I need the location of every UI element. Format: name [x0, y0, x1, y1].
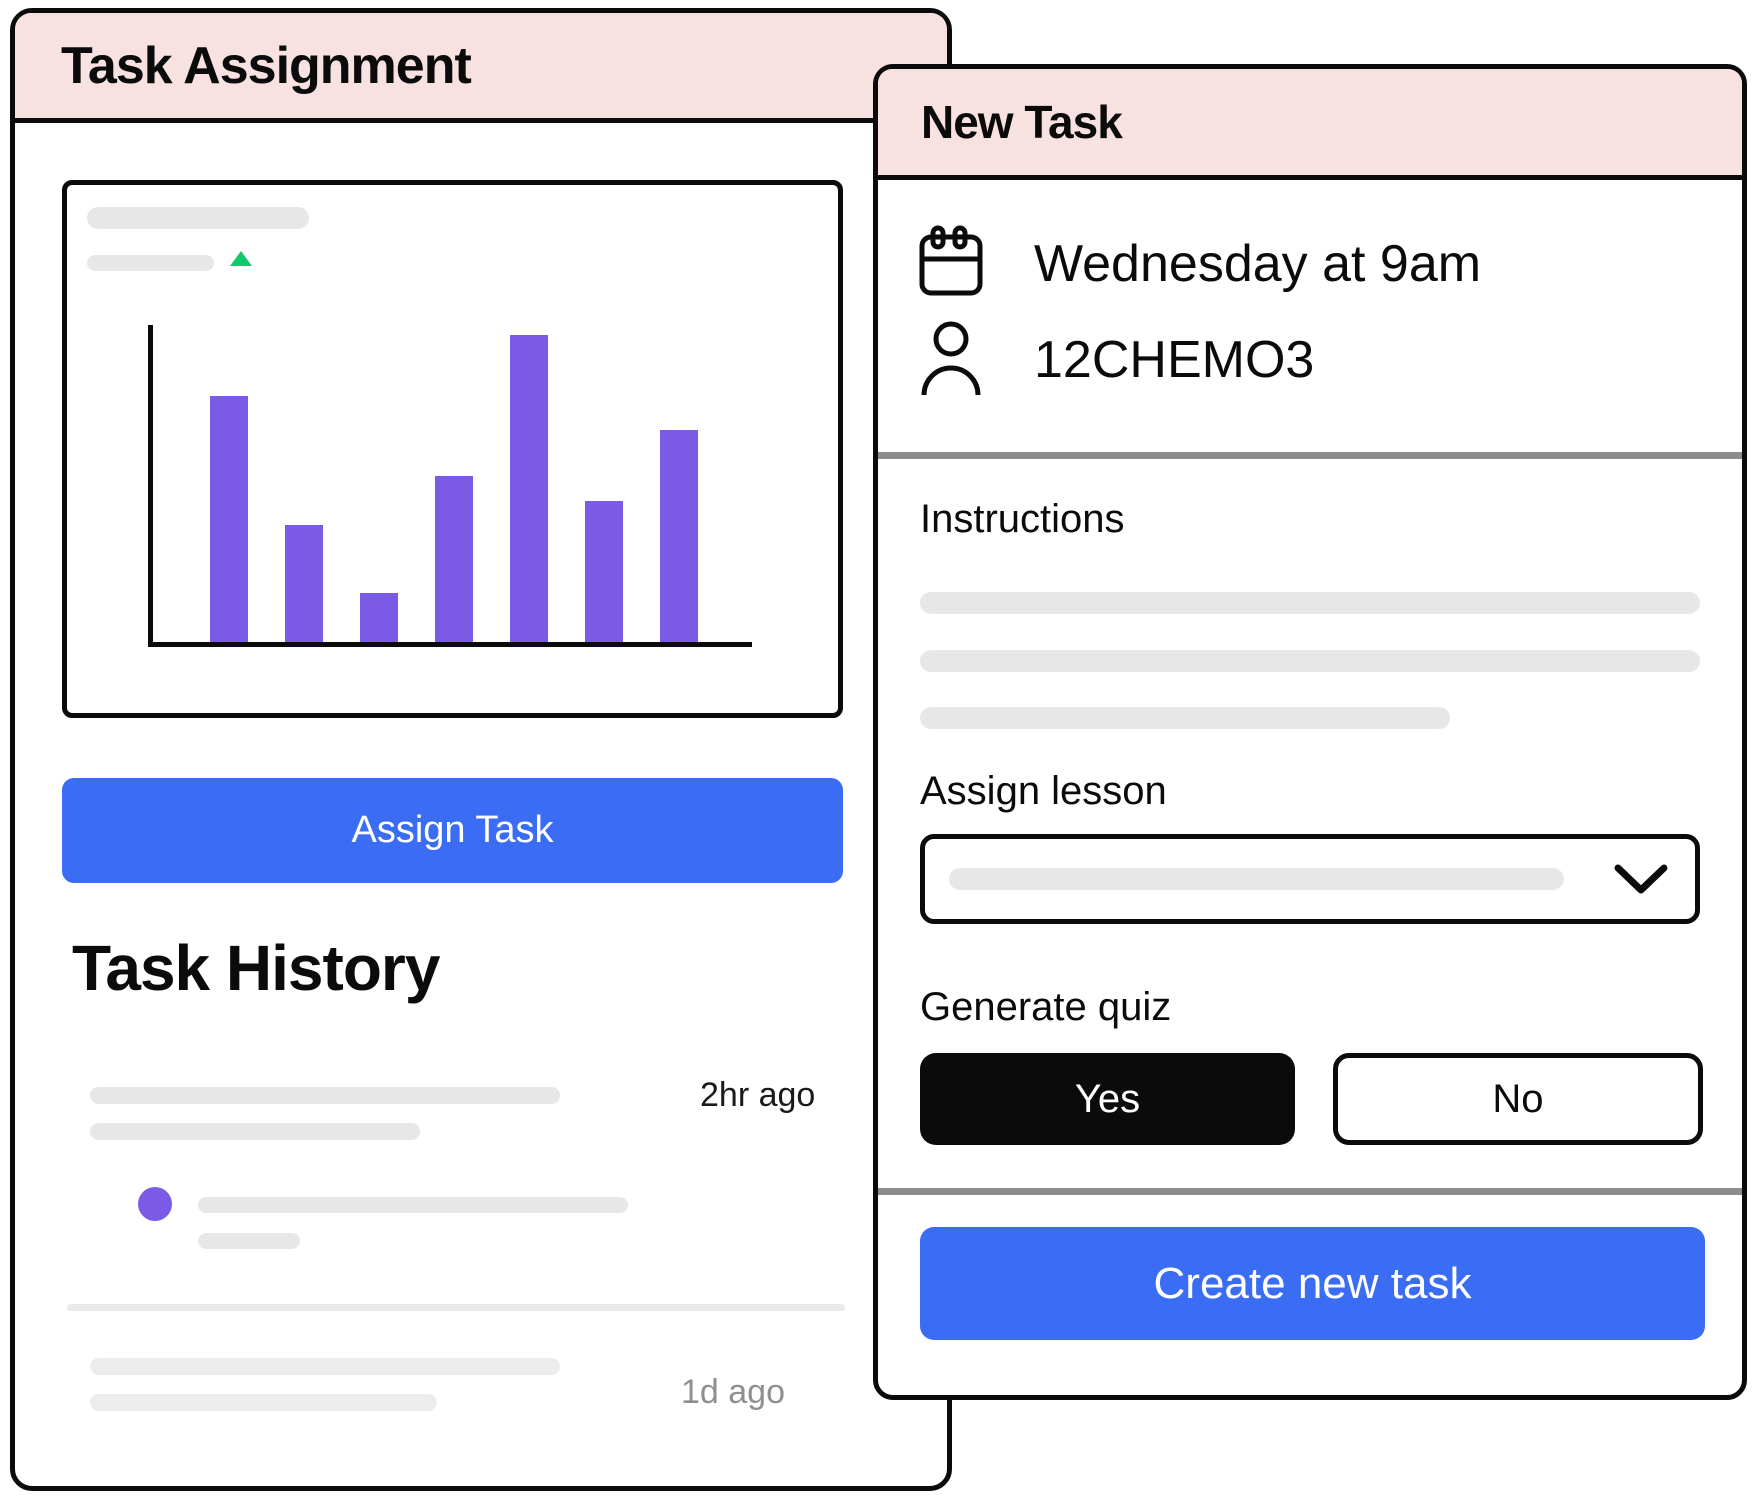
lesson-dropdown[interactable]	[920, 834, 1700, 924]
chart-subtitle-placeholder	[87, 255, 214, 271]
generate-quiz-label: Generate quiz	[920, 985, 1172, 1029]
lesson-placeholder	[949, 868, 1564, 890]
new-task-title: New Task	[921, 96, 1123, 148]
chart-bar	[510, 335, 548, 642]
history-line-placeholder	[90, 1087, 560, 1104]
footer-divider	[878, 1188, 1742, 1195]
schedule-text: Wednesday at 9am	[1034, 235, 1482, 293]
history-line-placeholder	[198, 1233, 300, 1249]
calendar-icon	[918, 225, 984, 304]
instructions-line-placeholder	[920, 707, 1450, 729]
chart-bar	[360, 593, 398, 642]
new-task-panel: New Task Wednesday at 9am	[873, 64, 1747, 1400]
new-task-header: New Task	[878, 69, 1742, 180]
analytics-chart-card	[62, 180, 843, 718]
class-code-text: 12CHEMO3	[1034, 331, 1315, 389]
task-assignment-header: Task Assignment	[15, 13, 947, 123]
history-line-placeholder	[198, 1197, 628, 1213]
class-row: 12CHEMO3	[918, 319, 1314, 401]
chart-bar	[285, 525, 323, 642]
chart-bar	[660, 430, 698, 642]
history-timestamp: 2hr ago	[700, 1076, 816, 1114]
bar-chart	[148, 325, 752, 647]
history-timestamp: 1d ago	[681, 1373, 785, 1411]
task-history-heading: Task History	[72, 932, 440, 1004]
chart-title-placeholder	[87, 207, 309, 229]
assign-task-button[interactable]: Assign Task	[62, 778, 843, 883]
section-divider	[878, 452, 1742, 459]
instructions-line-placeholder	[920, 650, 1700, 672]
instructions-line-placeholder	[920, 592, 1700, 614]
chart-bar	[435, 476, 473, 642]
chart-bar	[585, 501, 623, 642]
task-assignment-panel: Task Assignment Assign Task Task History…	[10, 8, 952, 1491]
status-dot-icon	[138, 1187, 172, 1221]
quiz-no-button[interactable]: No	[1333, 1053, 1703, 1145]
person-icon	[918, 318, 984, 403]
schedule-row: Wednesday at 9am	[918, 224, 1481, 304]
history-line-placeholder	[90, 1394, 437, 1411]
chart-bar	[210, 396, 248, 642]
chevron-down-icon	[1614, 864, 1668, 894]
history-line-placeholder	[90, 1123, 420, 1140]
history-line-placeholder	[90, 1358, 560, 1375]
trend-up-icon	[230, 251, 252, 266]
instructions-label: Instructions	[920, 497, 1125, 541]
history-divider	[67, 1304, 845, 1311]
task-assignment-title: Task Assignment	[61, 36, 472, 95]
create-new-task-button[interactable]: Create new task	[920, 1227, 1705, 1340]
assign-lesson-label: Assign lesson	[920, 769, 1167, 813]
quiz-yes-button[interactable]: Yes	[920, 1053, 1295, 1145]
